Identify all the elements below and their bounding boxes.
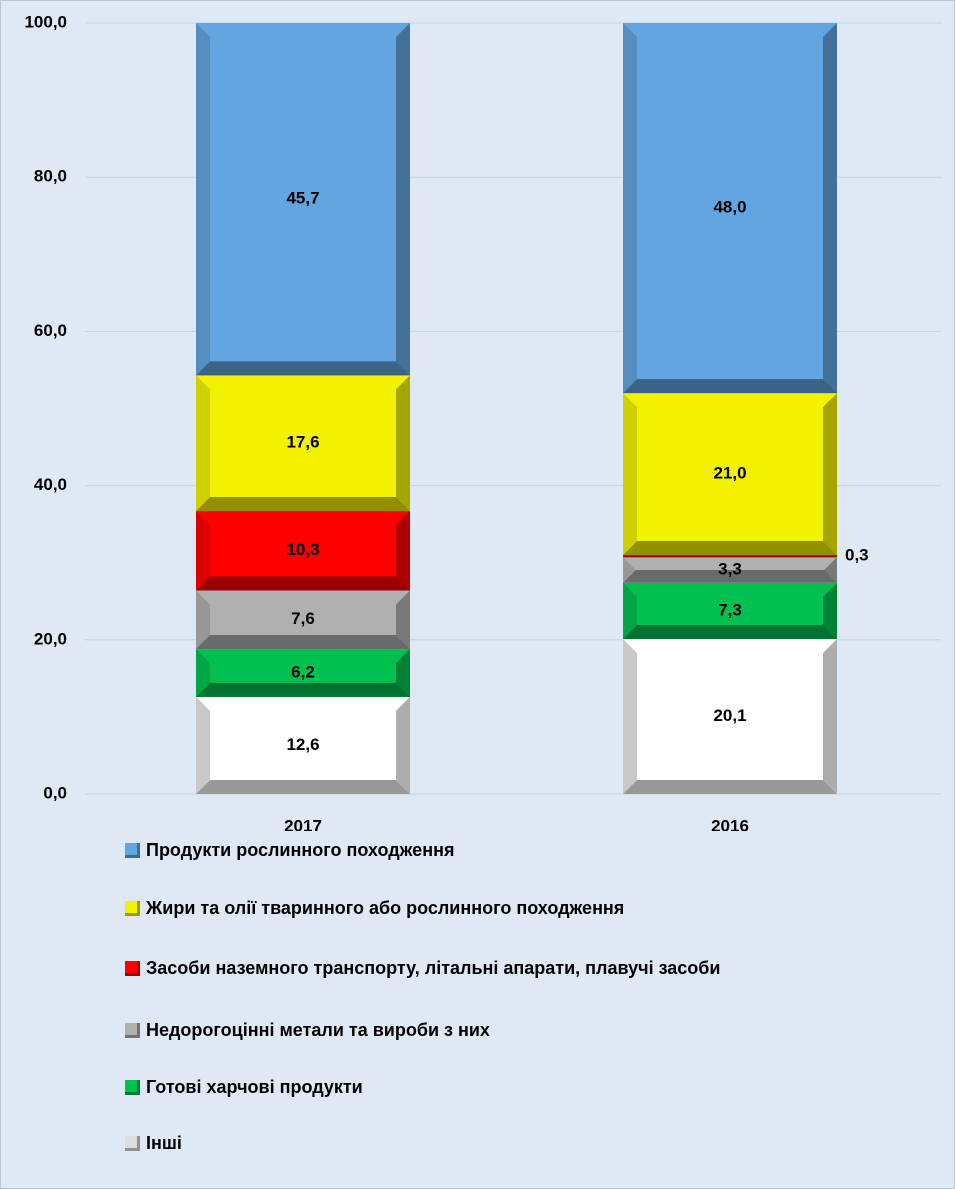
bevel — [196, 361, 410, 376]
legend-label: Жири та олії тваринного або рослинного п… — [146, 898, 625, 918]
bevel — [196, 375, 210, 512]
legend-label: Засоби наземного транспорту, літальні ап… — [146, 958, 721, 978]
legend-item: Засоби наземного транспорту, літальні ап… — [125, 955, 816, 981]
data-label: 7,3 — [718, 600, 742, 619]
legend-item: Жири та олії тваринного або рослинного п… — [125, 895, 816, 921]
bevel — [196, 511, 210, 591]
bar-segment — [196, 23, 410, 376]
bevel — [823, 23, 837, 394]
data-label: 20,1 — [713, 706, 746, 725]
bevel — [196, 780, 410, 794]
bevel — [623, 780, 837, 794]
data-label: 3,3 — [718, 560, 742, 579]
y-tick-label: 80,0 — [34, 167, 67, 186]
x-tick-label: 2016 — [711, 816, 749, 831]
data-label: 6,2 — [291, 662, 315, 681]
legend-swatch — [125, 961, 140, 976]
bevel — [835, 554, 837, 558]
bevel — [823, 582, 837, 640]
bevel — [196, 682, 410, 697]
bevel — [396, 375, 410, 512]
bevel — [196, 635, 410, 650]
bevel — [396, 590, 410, 650]
bevel — [196, 649, 210, 697]
data-label: 12,6 — [286, 735, 319, 754]
bar-segment — [623, 23, 837, 394]
bevel — [623, 557, 636, 583]
legend-swatch — [125, 1136, 140, 1151]
bevel — [623, 582, 637, 640]
legend-label: Недорогоцінні метали та вироби з них — [146, 1020, 490, 1040]
data-label: 7,6 — [291, 609, 315, 628]
bevel — [623, 379, 837, 394]
bevel — [196, 696, 210, 794]
y-tick-label: 40,0 — [34, 475, 67, 494]
legend-swatch — [125, 901, 140, 916]
bevel — [623, 540, 837, 555]
bevel — [824, 557, 837, 583]
legend-item: Продукти рослинного походження — [125, 837, 816, 863]
bevel — [623, 639, 637, 794]
legend-item: Недорогоцінні метали та вироби з них — [125, 1017, 816, 1043]
bevel — [823, 393, 837, 555]
bevel — [196, 576, 410, 591]
bevel — [623, 625, 837, 640]
bevel — [623, 393, 637, 555]
data-label: 17,6 — [286, 433, 319, 452]
bevel — [196, 23, 210, 376]
bar-segment — [196, 696, 410, 794]
bar-segment — [196, 375, 410, 512]
y-tick-label: 20,0 — [34, 629, 67, 648]
bevel — [196, 497, 410, 512]
bevel — [396, 511, 410, 591]
bevel — [623, 23, 637, 394]
data-label: 0,3 — [845, 546, 869, 565]
legend-label: Інші — [146, 1133, 182, 1153]
bevel — [623, 556, 837, 558]
legend-swatch — [125, 1023, 140, 1038]
x-tick-label: 2017 — [284, 816, 322, 831]
bevel — [623, 570, 837, 583]
legend-item: Інші — [125, 1130, 816, 1156]
y-tick-label: 60,0 — [34, 321, 67, 340]
bar-segment — [623, 639, 837, 794]
bevel — [396, 696, 410, 794]
data-label: 10,3 — [286, 540, 319, 559]
data-label: 45,7 — [286, 189, 319, 208]
legend-swatch — [125, 843, 140, 858]
y-tick-label: 0,0 — [43, 783, 67, 802]
bevel — [396, 649, 410, 697]
data-label: 48,0 — [713, 198, 746, 217]
y-tick-label: 100,0 — [24, 12, 67, 31]
bevel — [396, 23, 410, 376]
bevel — [196, 590, 210, 650]
legend-label: Продукти рослинного походження — [146, 840, 455, 860]
bevel — [623, 554, 625, 558]
legend-swatch — [125, 1080, 140, 1095]
plot: 0,0 20,0 40,0 60,0 80,0 100,0 2017 12,6 6,2 7,6 10… — [24, 12, 941, 831]
legend-item: Готові харчові продукти — [125, 1074, 816, 1100]
legend-label: Готові харчові продукти — [146, 1077, 363, 1097]
bevel — [823, 639, 837, 794]
data-label: 21,0 — [713, 464, 746, 483]
bar-segment — [623, 393, 837, 555]
